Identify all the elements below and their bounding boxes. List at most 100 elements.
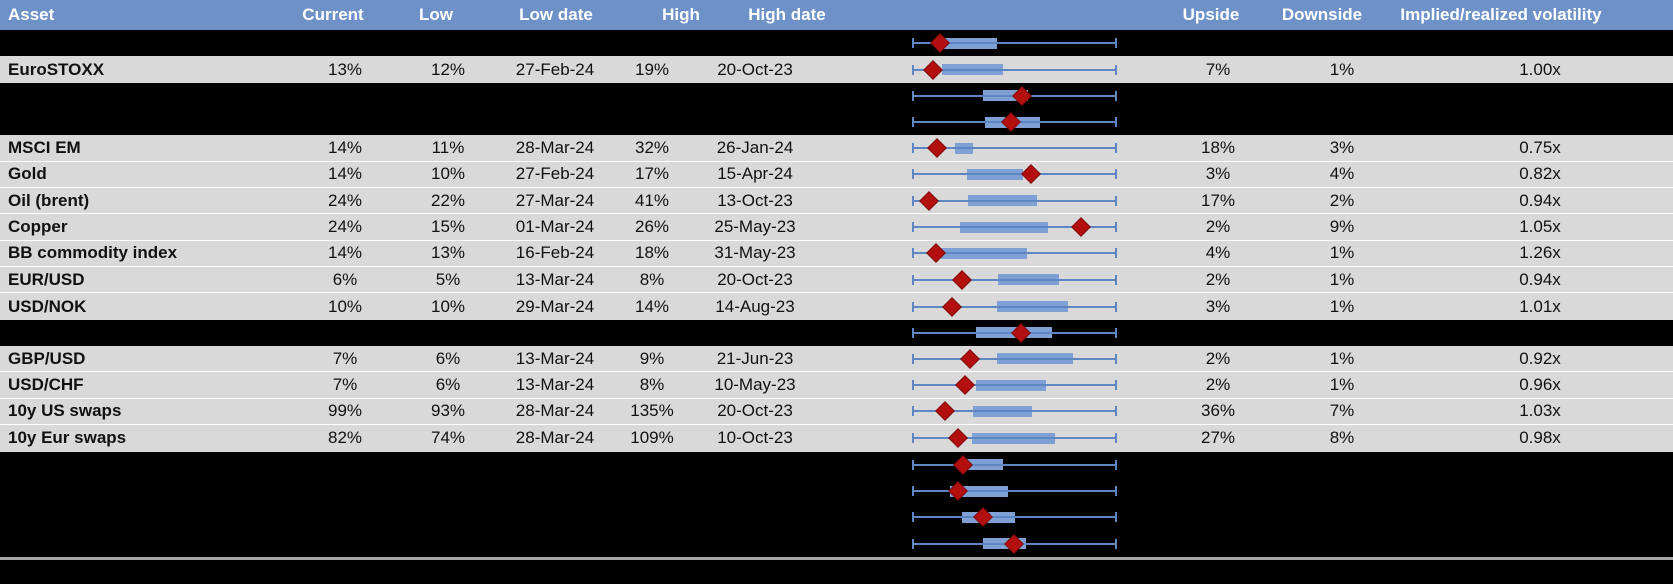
cell-upside[interactable]: 2%: [1205, 217, 1231, 237]
cell-high-date[interactable]: 20-Oct-23: [717, 59, 793, 79]
cell-current[interactable]: 24%: [327, 190, 363, 210]
header-downside[interactable]: Downside: [1281, 5, 1363, 24]
header-implied-realized-volatility[interactable]: Implied/realized volatility: [1400, 5, 1602, 24]
cell-current[interactable]: 82%: [327, 428, 363, 448]
cell-high[interactable]: 14%: [634, 296, 670, 316]
cell-asset[interactable]: Oil (brent): [8, 190, 90, 210]
cell-asset[interactable]: EuroSTOXX: [8, 59, 105, 79]
cell-high[interactable]: 18%: [634, 243, 670, 263]
cell-low-date[interactable]: 27-Mar-24: [515, 190, 595, 210]
cell-asset[interactable]: EUR/USD: [8, 269, 85, 289]
cell-current[interactable]: 14%: [327, 243, 363, 263]
cell-asset[interactable]: BB commodity index: [8, 243, 178, 263]
cell-high[interactable]: 17%: [634, 164, 670, 184]
cell-upside[interactable]: 17%: [1200, 190, 1236, 210]
cell-asset[interactable]: USD/CHF: [8, 375, 84, 395]
cell-current[interactable]: 14%: [327, 138, 363, 158]
cell-low-date[interactable]: 28-Mar-24: [515, 428, 595, 448]
header-high-date[interactable]: High date: [748, 5, 826, 24]
cell-high-date[interactable]: 14-Aug-23: [715, 296, 795, 316]
cell-upside[interactable]: 4%: [1205, 243, 1231, 263]
cell-upside[interactable]: 27%: [1200, 428, 1236, 448]
cell-low[interactable]: 11%: [431, 138, 465, 158]
cell-current[interactable]: 10%: [327, 296, 363, 316]
cell-low[interactable]: 6%: [435, 375, 461, 395]
cell-upside[interactable]: 2%: [1205, 375, 1231, 395]
cell-low[interactable]: 10%: [430, 164, 466, 184]
cell-current[interactable]: 24%: [327, 217, 363, 237]
cell-vol[interactable]: 1.00x: [1519, 59, 1561, 79]
cell-upside[interactable]: 2%: [1205, 269, 1231, 289]
cell-current[interactable]: 7%: [332, 375, 358, 395]
cell-vol[interactable]: 0.92x: [1519, 348, 1561, 368]
cell-high-date[interactable]: 10-May-23: [714, 375, 796, 395]
cell-high-date[interactable]: 20-Oct-23: [717, 401, 793, 421]
cell-low-date[interactable]: 13-Mar-24: [515, 348, 595, 368]
cell-downside[interactable]: 9%: [1329, 217, 1355, 237]
cell-low-date[interactable]: 13-Mar-24: [515, 375, 595, 395]
header-asset[interactable]: Asset: [8, 5, 55, 24]
cell-upside[interactable]: 3%: [1205, 164, 1231, 184]
cell-vol[interactable]: 1.03x: [1519, 401, 1561, 421]
cell-downside[interactable]: 3%: [1329, 138, 1355, 158]
cell-low[interactable]: 93%: [430, 401, 466, 421]
cell-low[interactable]: 12%: [430, 59, 466, 79]
cell-high-date[interactable]: 10-Oct-23: [717, 428, 793, 448]
cell-high-date[interactable]: 20-Oct-23: [717, 269, 793, 289]
cell-current[interactable]: 6%: [332, 269, 358, 289]
cell-high[interactable]: 32%: [634, 138, 670, 158]
cell-vol[interactable]: 0.82x: [1519, 164, 1561, 184]
cell-high-date[interactable]: 21-Jun-23: [716, 348, 794, 368]
cell-vol[interactable]: 1.01x: [1519, 296, 1561, 316]
cell-downside[interactable]: 1%: [1329, 348, 1355, 368]
cell-high[interactable]: 41%: [634, 190, 670, 210]
cell-downside[interactable]: 1%: [1329, 296, 1355, 316]
cell-upside[interactable]: 7%: [1205, 59, 1231, 79]
cell-downside[interactable]: 1%: [1329, 375, 1355, 395]
cell-vol[interactable]: 0.94x: [1519, 269, 1561, 289]
cell-downside[interactable]: 1%: [1329, 269, 1355, 289]
cell-asset[interactable]: Copper: [8, 217, 68, 237]
cell-asset[interactable]: Gold: [8, 164, 47, 184]
cell-upside[interactable]: 18%: [1200, 138, 1236, 158]
cell-downside[interactable]: 1%: [1329, 59, 1355, 79]
cell-downside[interactable]: 4%: [1329, 164, 1355, 184]
cell-low-date[interactable]: 28-Mar-24: [515, 138, 595, 158]
cell-asset[interactable]: 10y Eur swaps: [8, 428, 127, 448]
cell-current[interactable]: 14%: [327, 164, 363, 184]
cell-vol[interactable]: 0.94x: [1519, 190, 1561, 210]
header-low[interactable]: Low: [419, 5, 453, 24]
cell-high[interactable]: 19%: [634, 59, 670, 79]
cell-low-date[interactable]: 29-Mar-24: [515, 296, 595, 316]
cell-asset[interactable]: MSCI EM: [8, 138, 81, 158]
cell-high[interactable]: 26%: [634, 217, 670, 237]
cell-high[interactable]: 135%: [630, 401, 674, 421]
cell-downside[interactable]: 7%: [1329, 401, 1355, 421]
cell-upside[interactable]: 2%: [1205, 348, 1231, 368]
cell-low[interactable]: 5%: [435, 269, 461, 289]
cell-high-date[interactable]: 13-Oct-23: [717, 190, 793, 210]
cell-high-date[interactable]: 15-Apr-24: [717, 164, 793, 184]
cell-low[interactable]: 13%: [430, 243, 466, 263]
header-upside[interactable]: Upside: [1182, 5, 1240, 24]
header-low-date[interactable]: Low date: [519, 5, 593, 24]
cell-low-date[interactable]: 13-Mar-24: [515, 269, 595, 289]
cell-high-date[interactable]: 26-Jan-24: [716, 138, 794, 158]
cell-current[interactable]: 99%: [327, 401, 363, 421]
cell-high-date[interactable]: 25-May-23: [714, 217, 796, 237]
cell-current[interactable]: 13%: [327, 59, 363, 79]
cell-low-date[interactable]: 16-Feb-24: [515, 243, 595, 263]
cell-low[interactable]: 74%: [430, 428, 466, 448]
cell-asset[interactable]: 10y US swaps: [8, 401, 122, 421]
cell-low-date[interactable]: 27-Feb-24: [515, 164, 595, 184]
cell-vol[interactable]: 0.98x: [1519, 428, 1561, 448]
cell-high[interactable]: 109%: [630, 428, 674, 448]
cell-downside[interactable]: 8%: [1329, 428, 1355, 448]
cell-high[interactable]: 8%: [639, 375, 665, 395]
cell-high-date[interactable]: 31-May-23: [714, 243, 796, 263]
cell-asset[interactable]: GBP/USD: [8, 348, 86, 368]
cell-low-date[interactable]: 01-Mar-24: [515, 217, 595, 237]
cell-upside[interactable]: 3%: [1205, 296, 1231, 316]
cell-downside[interactable]: 2%: [1329, 190, 1355, 210]
cell-low-date[interactable]: 28-Mar-24: [515, 401, 595, 421]
